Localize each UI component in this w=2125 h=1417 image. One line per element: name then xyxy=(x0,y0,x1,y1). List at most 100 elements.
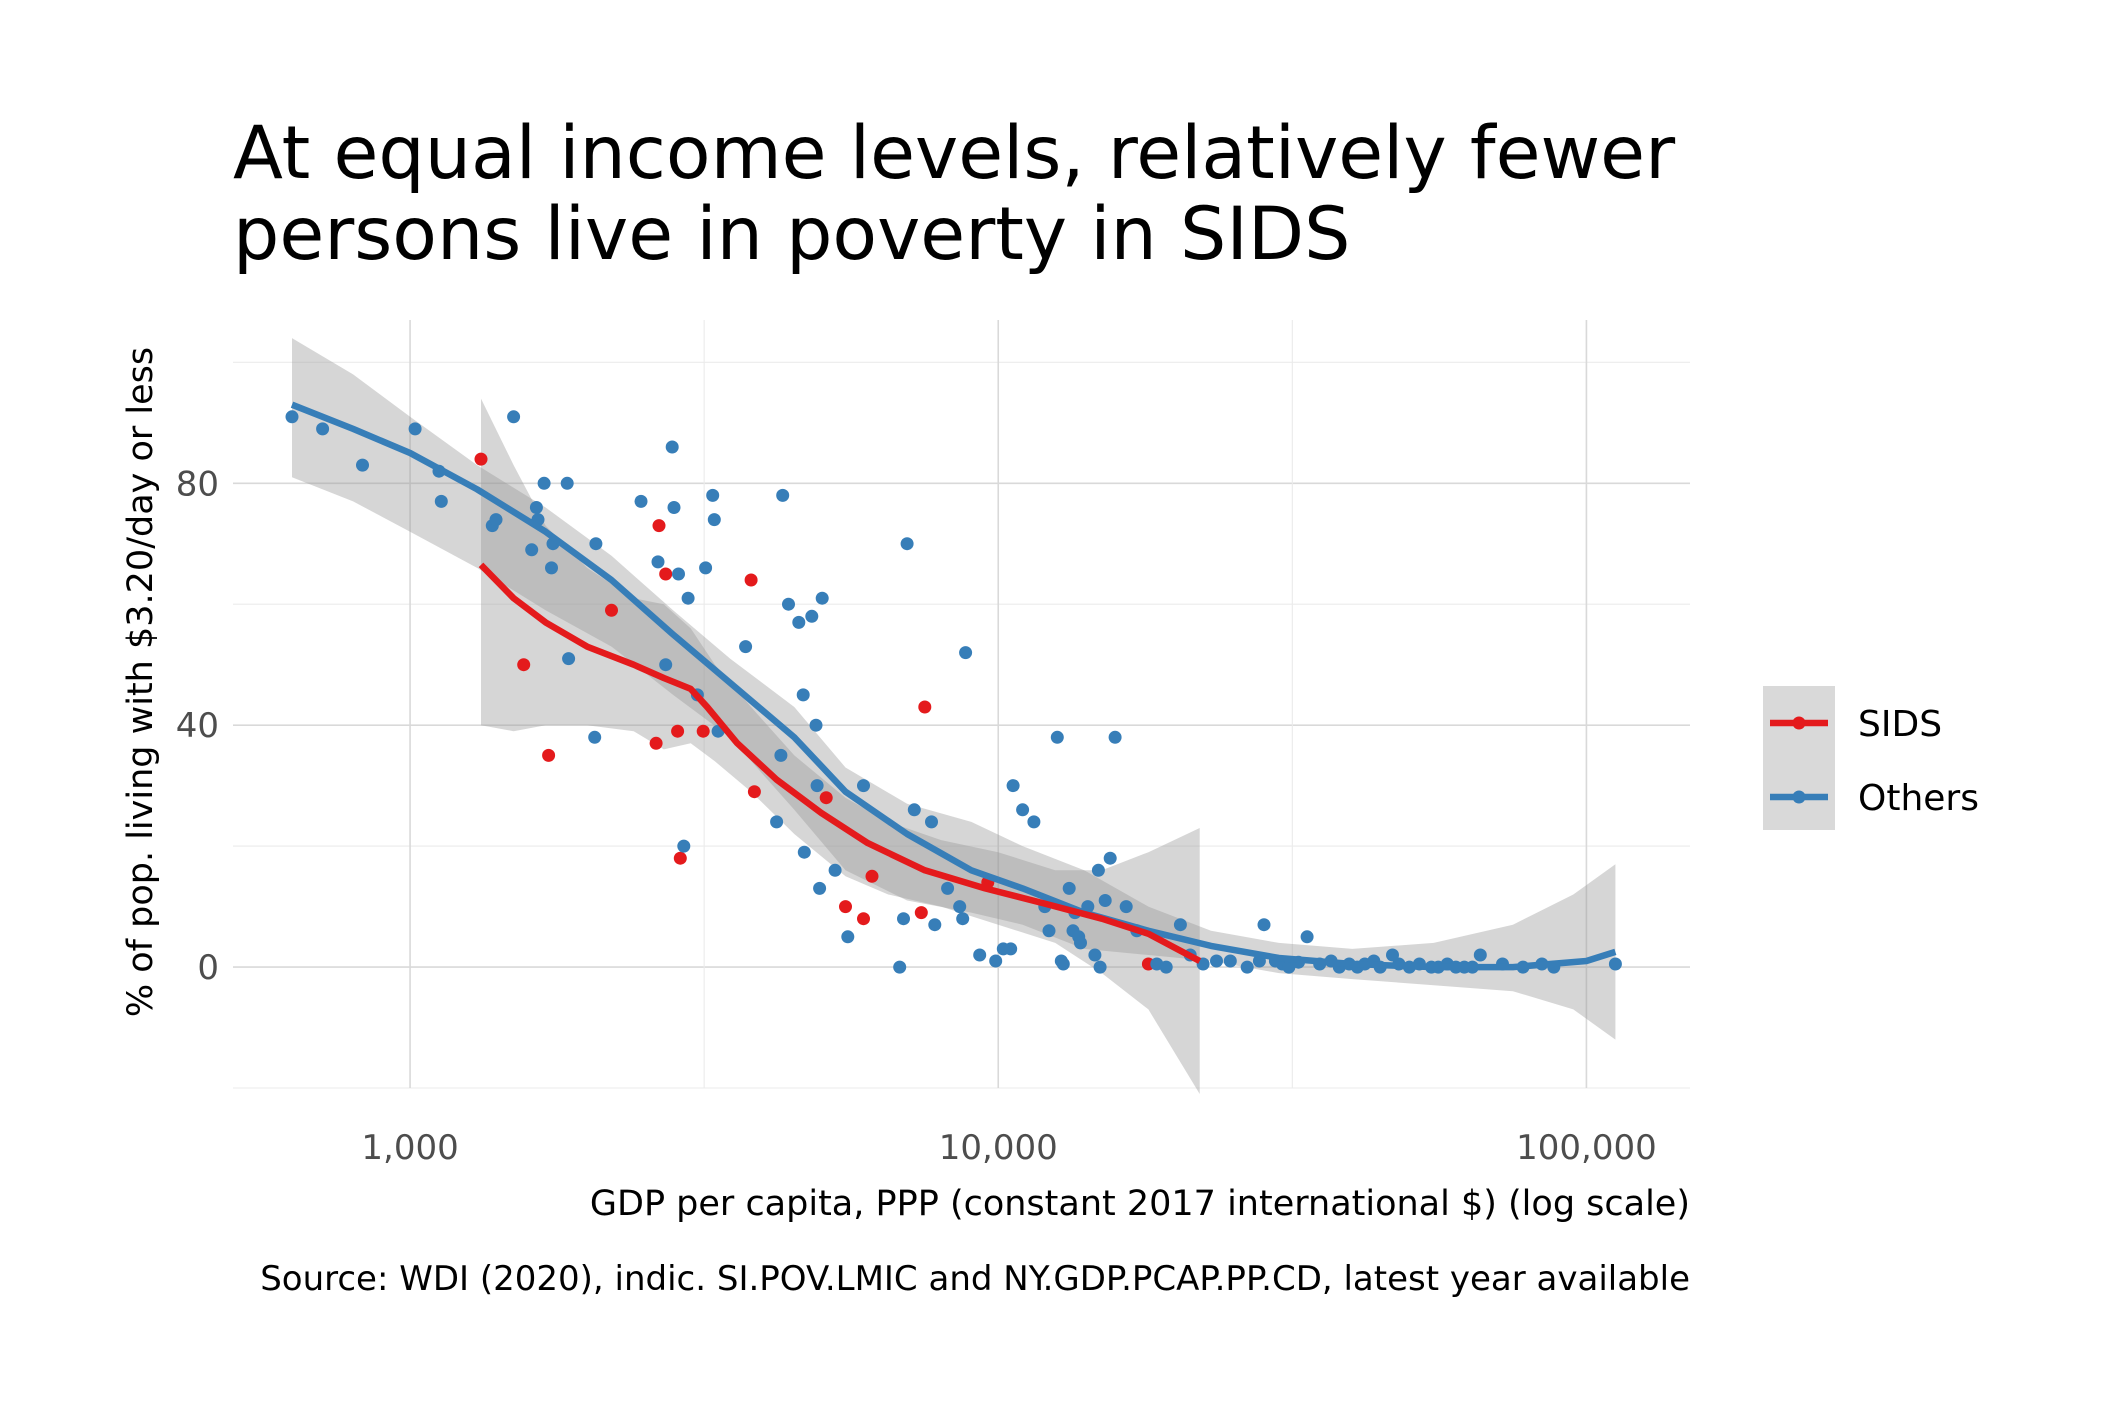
point-sids xyxy=(915,906,928,919)
point-others xyxy=(805,610,818,623)
point-sids xyxy=(820,791,833,804)
y-tick-label: 40 xyxy=(176,706,219,746)
point-others xyxy=(530,501,543,514)
point-others xyxy=(1074,936,1087,949)
point-others xyxy=(1258,918,1271,931)
point-others xyxy=(635,495,648,508)
point-others xyxy=(797,688,810,701)
confidence-band-sids xyxy=(481,399,1200,1094)
point-others xyxy=(1609,958,1622,971)
point-others xyxy=(1104,852,1117,865)
point-others xyxy=(1043,924,1056,937)
point-others xyxy=(1063,882,1076,895)
point-others xyxy=(959,646,972,659)
legend: SIDS Others xyxy=(1763,686,1979,830)
confidence-bands xyxy=(292,338,1615,1094)
point-others xyxy=(893,961,906,974)
point-others xyxy=(1160,961,1173,974)
point-others xyxy=(813,882,826,895)
point-others xyxy=(798,846,811,859)
chart-title-line-1: At equal income levels, relatively fewer xyxy=(233,111,1676,196)
point-others xyxy=(1094,961,1107,974)
point-others xyxy=(770,815,783,828)
point-others xyxy=(666,441,679,454)
x-tick-label: 10,000 xyxy=(939,1128,1058,1168)
point-others xyxy=(435,495,448,508)
point-others xyxy=(1210,955,1223,968)
point-sids xyxy=(605,604,618,617)
point-others xyxy=(901,537,914,550)
point-others xyxy=(897,912,910,925)
point-others xyxy=(774,749,787,762)
point-sids xyxy=(650,737,663,750)
point-others xyxy=(792,616,805,629)
point-others xyxy=(857,779,870,792)
point-others xyxy=(739,640,752,653)
point-others xyxy=(953,900,966,913)
legend-label-others: Others xyxy=(1858,778,1979,819)
point-others xyxy=(1099,894,1112,907)
point-others xyxy=(1241,961,1254,974)
point-others xyxy=(562,652,575,665)
point-sids xyxy=(674,852,687,865)
point-sids xyxy=(839,900,852,913)
point-sids xyxy=(659,568,672,581)
point-others xyxy=(1051,731,1064,744)
point-others xyxy=(1016,803,1029,816)
point-others xyxy=(956,912,969,925)
point-others xyxy=(829,864,842,877)
point-others xyxy=(908,803,921,816)
point-others xyxy=(525,543,538,556)
point-sids xyxy=(697,725,710,738)
point-sids xyxy=(517,658,530,671)
point-others xyxy=(1120,900,1133,913)
point-others xyxy=(1092,864,1105,877)
source-caption: Source: WDI (2020), indic. SI.POV.LMIC a… xyxy=(260,1259,1690,1299)
point-others xyxy=(1174,918,1187,931)
point-others xyxy=(652,555,665,568)
point-others xyxy=(356,459,369,472)
point-others xyxy=(811,779,824,792)
point-others xyxy=(1007,779,1020,792)
point-sids xyxy=(918,701,931,714)
legend-key-others-point xyxy=(1793,791,1806,804)
point-sids xyxy=(653,519,666,532)
point-others xyxy=(545,561,558,574)
point-others xyxy=(776,489,789,502)
point-others xyxy=(941,882,954,895)
legend-key-background xyxy=(1763,686,1835,830)
x-tick-label: 1,000 xyxy=(361,1128,458,1168)
y-axis-title: % of pop. living with $3.20/day or less xyxy=(121,347,161,1017)
point-others xyxy=(1474,949,1487,962)
point-others xyxy=(316,422,329,435)
point-sids xyxy=(475,453,488,466)
legend-key-sids-point xyxy=(1793,717,1806,730)
legend-label-sids: SIDS xyxy=(1858,704,1942,745)
y-tick-label: 80 xyxy=(176,464,219,504)
point-others xyxy=(816,592,829,605)
point-others xyxy=(409,422,422,435)
point-others xyxy=(928,918,941,931)
point-others xyxy=(659,658,672,671)
point-others xyxy=(699,561,712,574)
point-sids xyxy=(857,912,870,925)
point-sids xyxy=(748,785,761,798)
point-others xyxy=(561,477,574,490)
x-axis-title: GDP per capita, PPP (constant 2017 inter… xyxy=(590,1184,1690,1224)
point-others xyxy=(1109,731,1122,744)
point-sids xyxy=(542,749,555,762)
point-others xyxy=(672,568,685,581)
point-others xyxy=(1088,949,1101,962)
point-others xyxy=(925,815,938,828)
point-sids xyxy=(745,574,758,587)
point-others xyxy=(1301,930,1314,943)
point-others xyxy=(973,949,986,962)
point-others xyxy=(989,955,1002,968)
x-tick-label: 100,000 xyxy=(1516,1128,1657,1168)
point-others xyxy=(538,477,551,490)
point-others xyxy=(677,840,690,853)
point-others xyxy=(1004,942,1017,955)
point-others xyxy=(782,598,795,611)
